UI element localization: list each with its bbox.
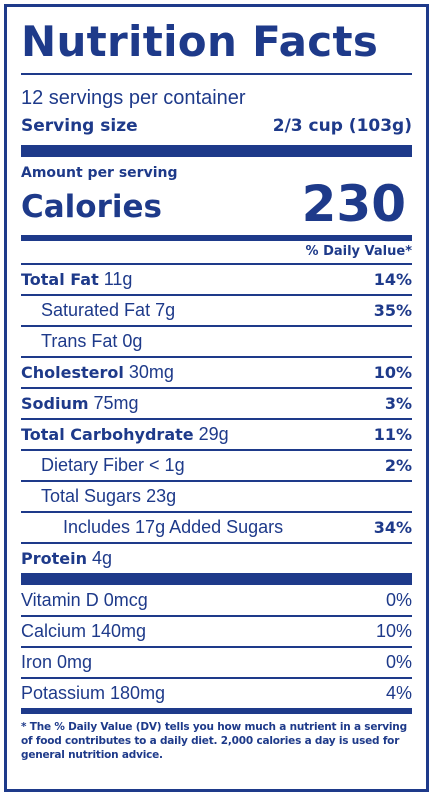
nutrient-amount: 30mg [128, 362, 174, 382]
nutrient-dv: 35% [373, 301, 412, 320]
nutrient-name: Sodium [21, 394, 89, 413]
daily-value-header: % Daily Value* [305, 244, 412, 259]
nutrient-amount: 0g [122, 331, 143, 351]
nutrient-row-dietary-fiber: Dietary Fiber < 1g 2% [21, 449, 412, 480]
nutrient-amount: 29g [198, 424, 229, 444]
nutrient-dv: 34% [373, 518, 412, 537]
nutrient-row-sodium: Sodium 75mg 3% [21, 387, 412, 418]
nutrition-label: Nutrition Facts 12 servings per containe… [4, 4, 429, 792]
nutrient-name: Dietary Fiber [41, 455, 145, 475]
nutrient-amount: 23g [146, 486, 177, 506]
nutrient-row-trans-fat: Trans Fat 0g [21, 325, 412, 356]
divider-thick [21, 145, 412, 157]
serving-size-row: Serving size 2/3 cup (103g) [21, 115, 412, 137]
nutrient-dv: 3% [384, 394, 412, 413]
nutrient-amount: < 1g [149, 455, 185, 475]
vitamin-dv: 10% [375, 621, 412, 641]
nutrient-amount: 11g [103, 269, 133, 289]
calories-row: Calories 230 [21, 175, 412, 233]
nutrient-amount: 4g [92, 548, 113, 568]
serving-size-label: Serving size [21, 116, 138, 136]
servings-per-container: 12 servings per container [21, 87, 246, 109]
nutrient-name: Total Carbohydrate [21, 425, 194, 444]
amount-per-serving: Amount per serving [21, 165, 178, 181]
nutrient-dv: 14% [373, 270, 412, 289]
vitamin-row-potassium: Potassium 180mg 4% [21, 677, 412, 708]
nutrient-row-saturated-fat: Saturated Fat 7g 35% [21, 294, 412, 325]
vitamin-row-iron: Iron 0mg 0% [21, 646, 412, 677]
vitamin-name: Iron 0mg [21, 652, 93, 672]
nutrient-name: Trans Fat [41, 331, 118, 351]
nutrient-row-protein: Protein 4g [21, 542, 412, 573]
footnote: * The % Daily Value (DV) tells you how m… [21, 721, 407, 761]
nutrient-row-total-sugars: Total Sugars 23g [21, 480, 412, 511]
serving-size-value: 2/3 cup (103g) [272, 116, 412, 136]
vitamin-dv: 4% [385, 683, 412, 703]
vitamin-row-vitamin-d: Vitamin D 0mcg 0% [21, 585, 412, 615]
vitamin-name: Vitamin D 0mcg [21, 589, 148, 610]
nutrient-amount: 7g [155, 300, 176, 320]
nutrient-name: Total Fat [21, 270, 99, 289]
divider [21, 73, 412, 75]
nutrient-dv: 2% [384, 456, 412, 475]
nutrient-name: Cholesterol [21, 363, 124, 382]
vitamin-dv: 0% [385, 589, 412, 610]
nutrient-dv: 11% [373, 425, 412, 444]
divider-thick [21, 573, 412, 585]
vitamin-name: Potassium 180mg [21, 683, 166, 703]
nutrient-row-cholesterol: Cholesterol 30mg 10% [21, 356, 412, 387]
vitamin-name: Calcium 140mg [21, 621, 147, 641]
divider-medium [21, 235, 412, 241]
calories-value: 230 [301, 175, 406, 233]
vitamin-dv: 0% [385, 652, 412, 672]
vitamin-row-calcium: Calcium 140mg 10% [21, 615, 412, 646]
divider-medium [21, 708, 412, 714]
nutrient-row-added-sugars: Includes 17g Added Sugars 34% [21, 511, 412, 542]
nutrient-row-total-fat: Total Fat 11g 14% [21, 263, 412, 294]
calories-label: Calories [21, 189, 162, 225]
nutrient-dv: 10% [373, 363, 412, 382]
label-title: Nutrition Facts [21, 17, 379, 66]
nutrient-amount: 75mg [93, 393, 139, 413]
nutrient-row-total-carbohydrate: Total Carbohydrate 29g 11% [21, 418, 412, 449]
nutrient-name: Includes 17g Added Sugars [63, 517, 284, 537]
nutrient-name: Saturated Fat [41, 300, 151, 320]
nutrient-name: Total Sugars [41, 486, 142, 506]
nutrient-name: Protein [21, 549, 87, 568]
